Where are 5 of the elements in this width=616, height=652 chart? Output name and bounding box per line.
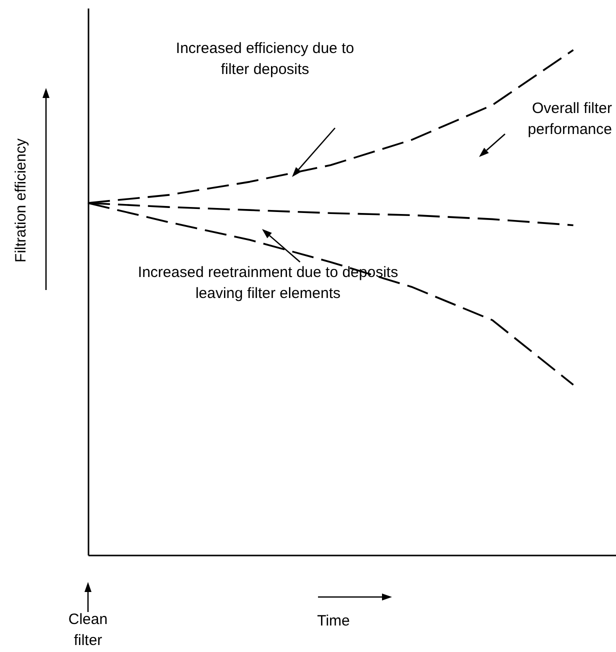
text: Clean filter <box>67 610 109 651</box>
annotation: Overall filter performance <box>526 99 612 140</box>
y-axis-title: Filtration efficiency <box>12 138 30 262</box>
x-axis-title: Time <box>317 612 350 630</box>
annotation: Increased efficiency due to filter deposits <box>174 39 356 80</box>
